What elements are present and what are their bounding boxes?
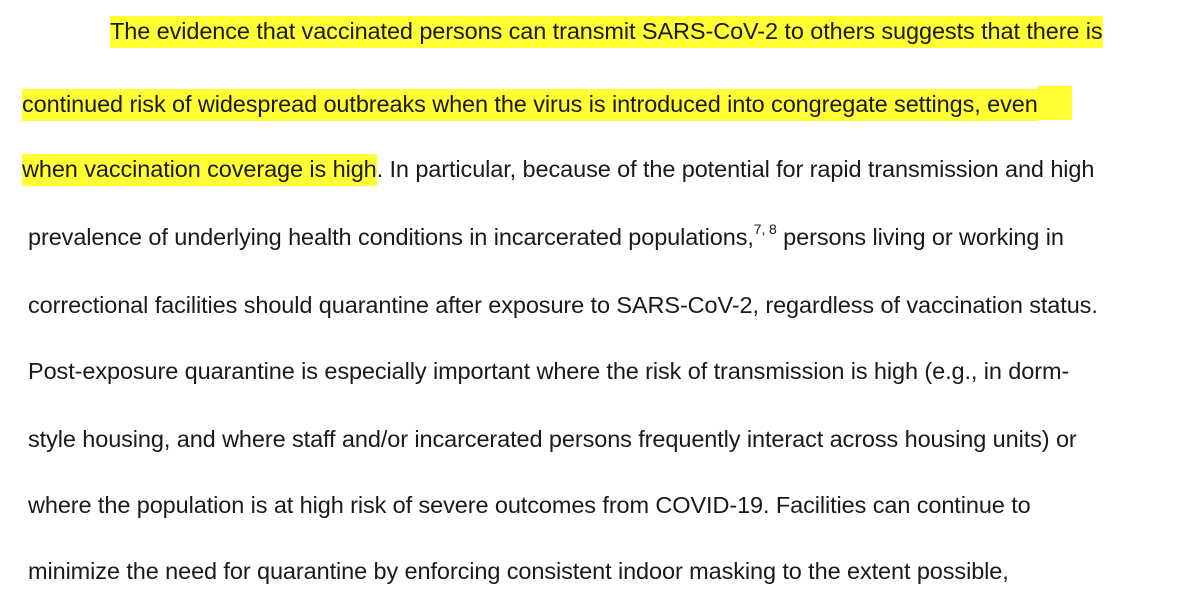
body-text: prevalence of underlying health conditio…	[28, 224, 754, 250]
text-line-9: minimize the need for quarantine by enfo…	[28, 558, 1009, 584]
text-line-2: continued risk of widespread outbreaks w…	[22, 86, 1072, 121]
text-line-3: when vaccination coverage is high. In pa…	[22, 154, 1095, 186]
highlighted-text: continued risk of widespread outbreaks w…	[22, 89, 1038, 121]
highlight-tail	[1037, 86, 1072, 120]
text-line-8: where the population is at high risk of …	[28, 492, 1031, 518]
text-line-4: prevalence of underlying health conditio…	[28, 222, 1064, 252]
text-line-5: correctional facilities should quarantin…	[28, 292, 1098, 318]
body-text: . In particular, because of the potentia…	[376, 156, 1095, 182]
highlighted-text: The evidence that vaccinated persons can…	[110, 16, 1103, 48]
text-line-7: style housing, and where staff and/or in…	[28, 426, 1077, 452]
text-line-6: Post-exposure quarantine is especially i…	[28, 358, 1070, 384]
body-text: persons living or working in	[776, 224, 1064, 250]
footnote-reference[interactable]: 7, 8	[753, 221, 777, 238]
highlighted-text: when vaccination coverage is high	[22, 154, 377, 186]
text-line-1: The evidence that vaccinated persons can…	[110, 16, 1103, 48]
